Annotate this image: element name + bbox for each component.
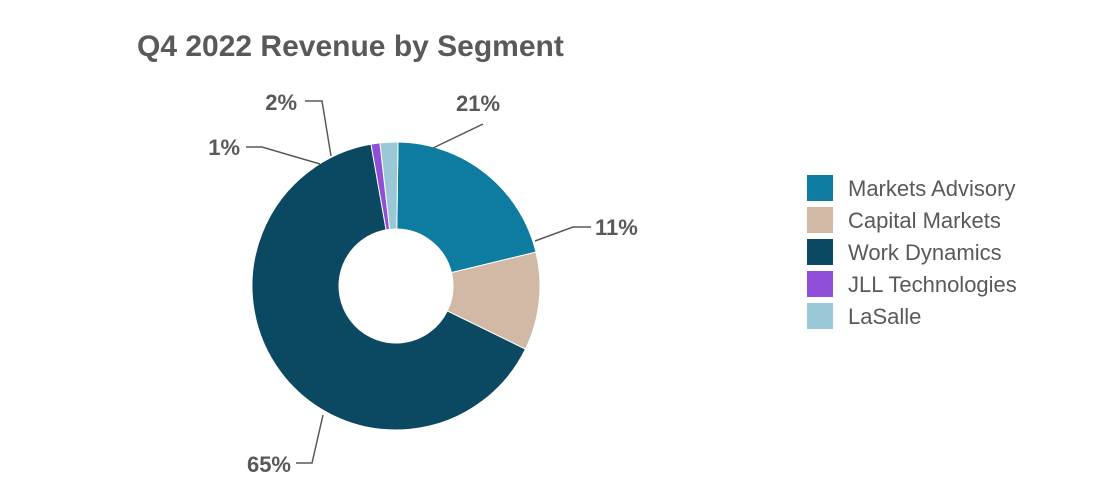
slice-lasalle	[379, 141, 399, 230]
legend-swatch-jll-technologies	[807, 271, 833, 297]
data-label-jll-technologies: 1%	[208, 135, 240, 160]
data-label-capital-markets: 11%	[595, 215, 638, 240]
data-labels: 21% 11% 65% 1% 2%	[208, 90, 638, 477]
leader-line-lasalle	[305, 100, 332, 157]
legend-label-capital-markets: Capital Markets	[848, 208, 1001, 233]
legend-swatch-lasalle	[807, 303, 833, 329]
leader-lines	[246, 100, 591, 464]
chart-slices	[251, 141, 541, 431]
chart-legend: Markets Advisory Capital Markets Work Dyna…	[807, 175, 1017, 329]
leader-line-work-dynamics	[296, 414, 324, 464]
legend-swatch-markets-advisory	[807, 175, 833, 201]
data-label-markets-advisory: 21%	[456, 91, 500, 116]
data-label-work-dynamics: 65%	[247, 452, 291, 477]
legend-label-work-dynamics: Work Dynamics	[848, 240, 1002, 265]
legend-label-markets-advisory: Markets Advisory	[848, 176, 1016, 201]
legend-swatch-capital-markets	[807, 207, 833, 233]
slice-work-dynamics	[251, 143, 527, 431]
legend-label-lasalle: LaSalle	[848, 304, 921, 329]
legend-label-jll-technologies: JLL Technologies	[848, 272, 1017, 297]
slice-markets-advisory	[396, 141, 537, 274]
leader-line-capital-markets	[534, 226, 591, 242]
leader-line-jll-technologies	[246, 146, 321, 165]
legend-swatch-work-dynamics	[807, 239, 833, 265]
data-label-lasalle: 2%	[265, 90, 297, 115]
chart-title: Q4 2022 Revenue by Segment	[137, 30, 564, 63]
leader-line-markets-advisory	[432, 123, 484, 149]
